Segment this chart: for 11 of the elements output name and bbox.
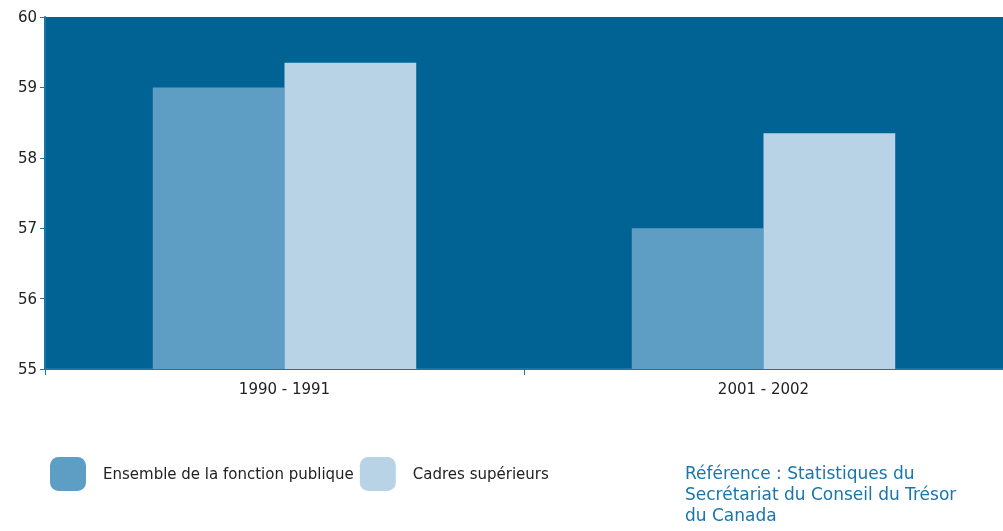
y-tick-label: 56 (17, 289, 37, 308)
legend-label: Cadres supérieurs (412, 465, 549, 483)
y-tick-label: 59 (17, 78, 37, 97)
legend-label: Ensemble de la fonction publique (103, 465, 354, 483)
y-tick-label: 60 (17, 8, 37, 26)
x-tick-label: 1990 - 1991 (238, 379, 331, 398)
y-tick-label: 58 (17, 148, 37, 167)
y-tick-label: 57 (17, 219, 37, 238)
text: Référence : Statistiques du Secrétariat du Conseil du Trésor du Canada (685, 462, 962, 525)
x-tick-label: 2001 - 2002 (717, 379, 810, 398)
y-tick-label: 55 (17, 360, 37, 378)
